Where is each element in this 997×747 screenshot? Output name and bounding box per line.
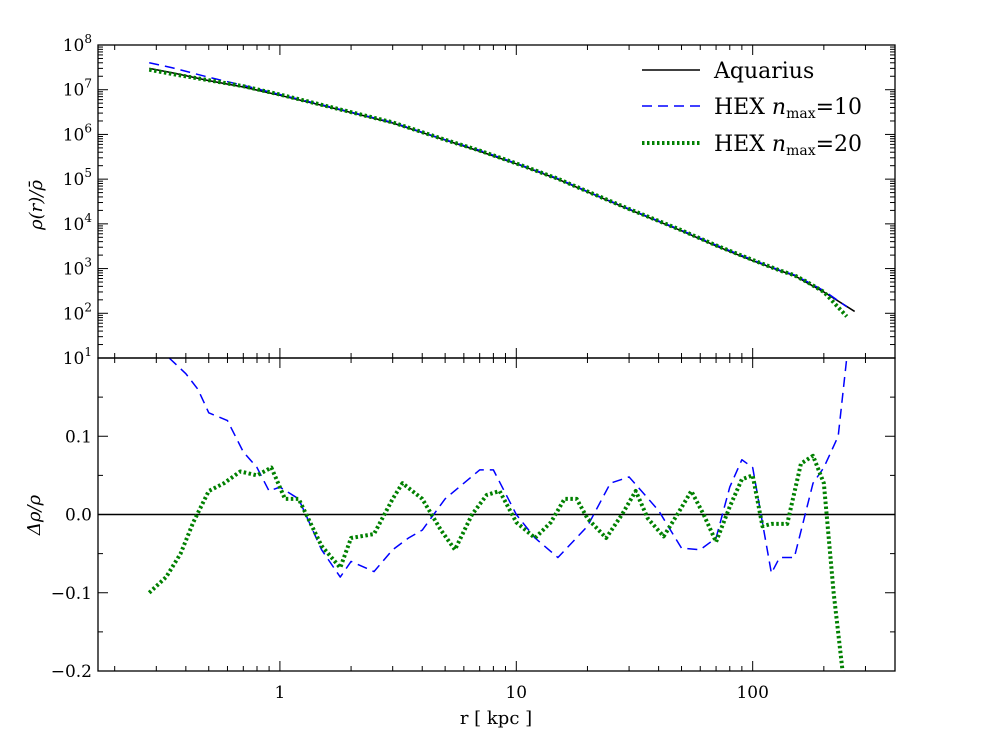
top-ytick-label: 102 <box>63 300 92 324</box>
top-ytick-label: 106 <box>63 121 92 145</box>
bottom-ytick-label: 0.1 <box>65 427 92 447</box>
bottom-series-hex-nmax-20 <box>147 453 845 671</box>
bottom-panel: 0.1 0.0 −0.1 −0.2 1 10 100 Δρ/ρ r [ kpc ] <box>24 357 896 729</box>
top-ytick-label-exponent: 7 <box>84 77 92 91</box>
top-ytick-label-base: 10 <box>63 304 85 324</box>
top-ytick-label-base: 10 <box>63 215 85 235</box>
x-tick-label: 1 <box>274 683 285 703</box>
top-ytick-label: 105 <box>63 166 92 190</box>
top-ytick-label: 101 <box>63 345 92 369</box>
bottom-ytick-label: −0.2 <box>51 662 92 682</box>
x-tick-label: 100 <box>736 683 768 703</box>
top-y-axis-title: ρ(r)/ρ̄ <box>26 180 47 231</box>
bottom-ytick-label: 0.0 <box>65 506 92 526</box>
top-ytick-label-exponent: 8 <box>84 32 92 46</box>
top-ytick-label-base: 10 <box>63 260 85 280</box>
top-ytick-label-base: 10 <box>63 170 85 190</box>
top-ytick-label-base: 10 <box>63 349 85 369</box>
top-ytick-label-base: 10 <box>63 81 85 101</box>
top-ytick-label-exponent: 6 <box>84 121 92 135</box>
top-ytick-label-base: 10 <box>63 36 85 56</box>
top-ytick-label-exponent: 5 <box>84 166 92 180</box>
top-ytick-label: 104 <box>63 211 93 235</box>
top-series-hex-nmax-20 <box>148 67 849 318</box>
x-tick-labels: 1 10 100 <box>274 683 768 703</box>
bottom-y-axis-title: Δρ/ρ <box>24 494 45 536</box>
legend-label-aquarius: Aquarius <box>713 59 814 84</box>
top-ytick-label: 107 <box>63 77 92 101</box>
bottom-plot-frame <box>97 357 896 672</box>
legend-label-hex-nmax10: HEX nmax=10 <box>714 95 862 122</box>
top-tick-marks <box>98 44 895 359</box>
top-ytick-label: 108 <box>63 32 92 56</box>
top-series-group <box>148 62 856 318</box>
bottom-series-group <box>98 358 895 671</box>
bottom-y-tick-labels: 0.1 0.0 −0.1 −0.2 <box>51 427 92 682</box>
bottom-ytick-label: −0.1 <box>51 584 92 604</box>
top-ytick-label-exponent: 1 <box>84 345 92 359</box>
top-ytick-label-base: 10 <box>63 125 85 145</box>
top-ytick-label-exponent: 4 <box>84 211 92 225</box>
bottom-tick-marks <box>98 358 895 672</box>
x-axis-title: r [ kpc ] <box>460 708 532 729</box>
top-ytick-label-exponent: 3 <box>84 256 92 270</box>
top-ytick-label-exponent: 2 <box>84 300 92 314</box>
legend-label-hex-nmax20: HEX nmax=20 <box>714 132 862 159</box>
x-tick-label: 10 <box>505 683 527 703</box>
legend: Aquarius HEX nmax=10 HEX nmax=20 <box>642 59 862 159</box>
top-ytick-label: 103 <box>63 256 92 280</box>
